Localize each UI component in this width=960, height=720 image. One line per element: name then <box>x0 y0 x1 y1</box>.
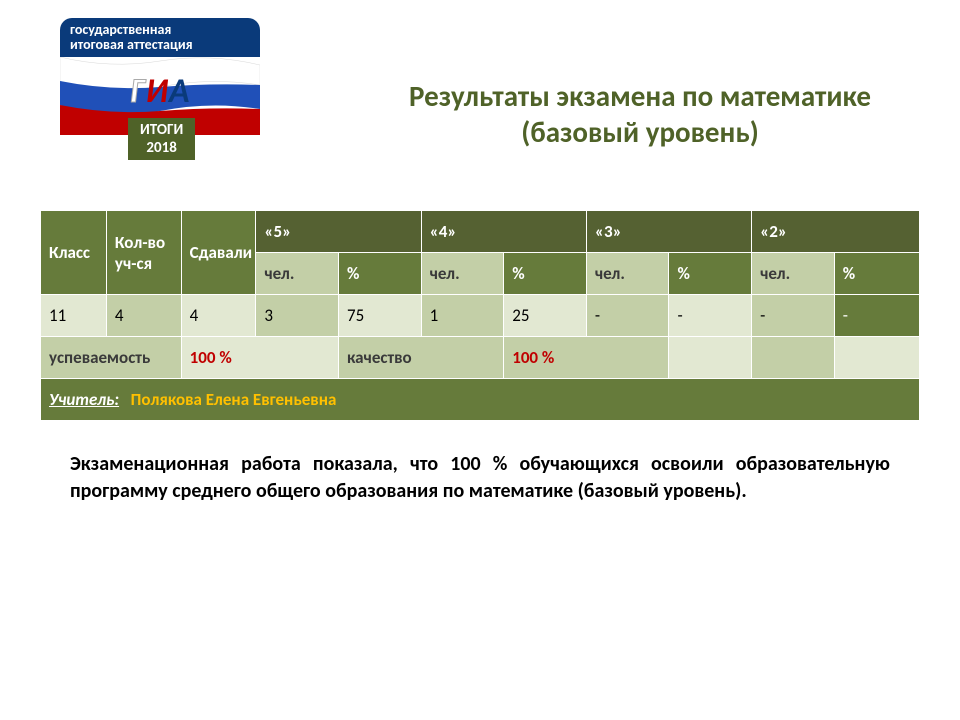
th-g4-p: % <box>504 253 587 295</box>
cell-g2-p: - <box>834 295 919 337</box>
page-title: Результаты экзамена по математике (базов… <box>370 78 910 151</box>
summary-pass-value: 100 % <box>181 337 338 379</box>
badge-line1: ИТОГИ <box>140 121 183 139</box>
th-count: Кол-во уч-ся <box>106 211 181 295</box>
logo-letter-g: Г <box>130 71 146 112</box>
results-badge: ИТОГИ 2018 <box>128 118 195 160</box>
summary-row: успеваемость 100 % качество 100 % <box>41 337 920 379</box>
cell-count: 4 <box>106 295 181 337</box>
th-g4-n: чел. <box>421 253 504 295</box>
th-took: Сдавали <box>181 211 256 295</box>
cell-g5-p: 75 <box>338 295 421 337</box>
th-g2-p: % <box>834 253 919 295</box>
summary-blank-3 <box>834 337 919 379</box>
cell-g3-n: - <box>586 295 669 337</box>
header: государственная итоговая аттестация ГИА … <box>0 0 960 190</box>
cell-g4-p: 25 <box>504 295 587 337</box>
th-g5-n: чел. <box>256 253 339 295</box>
logo-letter-i: И <box>146 71 169 112</box>
header-row-1: Класс Кол-во уч-ся Сдавали «5» «4» «3» «… <box>41 211 920 253</box>
teacher-label: Учитель: <box>49 389 119 410</box>
summary-quality-value: 100 % <box>504 337 669 379</box>
logo-letter-a: А <box>169 71 191 112</box>
cell-g2-n: - <box>752 295 835 337</box>
cell-g5-n: 3 <box>256 295 339 337</box>
note-paragraph: Экзаменационная работа показала, что 100… <box>70 451 890 505</box>
table-row: 11 4 4 3 75 1 25 - - - - <box>41 295 920 337</box>
logo-banner-line2: итоговая аттестация <box>70 37 250 52</box>
th-grade-3: «3» <box>586 211 751 253</box>
badge-line2: 2018 <box>140 139 183 157</box>
th-g3-p: % <box>669 253 752 295</box>
results-table: Класс Кол-во уч-ся Сдавали «5» «4» «3» «… <box>40 210 920 421</box>
th-g2-n: чел. <box>752 253 835 295</box>
th-g3-n: чел. <box>586 253 669 295</box>
teacher-cell: Учитель: Полякова Елена Евгеньевна <box>41 379 920 421</box>
teacher-name: Полякова Елена Евгеньевна <box>131 389 337 410</box>
summary-blank-2 <box>752 337 835 379</box>
logo-banner-line1: государственная <box>70 22 250 37</box>
summary-blank-1 <box>669 337 752 379</box>
summary-quality-label: качество <box>338 337 503 379</box>
th-grade-5: «5» <box>256 211 421 253</box>
logo-abbrev: ГИА <box>130 71 190 112</box>
results-table-wrap: Класс Кол-во уч-ся Сдавали «5» «4» «3» «… <box>40 210 920 421</box>
th-grade-2: «2» <box>752 211 920 253</box>
cell-g3-p: - <box>669 295 752 337</box>
cell-class: 11 <box>41 295 107 337</box>
teacher-row: Учитель: Полякова Елена Евгеньевна <box>41 379 920 421</box>
th-class: Класс <box>41 211 107 295</box>
th-grade-4: «4» <box>421 211 586 253</box>
cell-took: 4 <box>181 295 256 337</box>
cell-g4-n: 1 <box>421 295 504 337</box>
th-g5-p: % <box>338 253 421 295</box>
summary-pass-label: успеваемость <box>41 337 182 379</box>
logo-banner: государственная итоговая аттестация <box>60 18 260 57</box>
